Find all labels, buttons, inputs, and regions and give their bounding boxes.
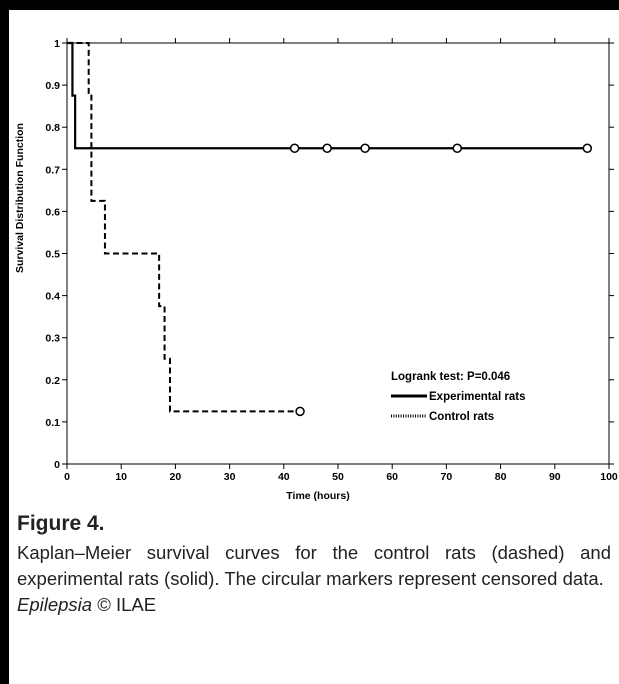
experimental-survival-line: [67, 41, 588, 150]
x-tick-label: 40: [278, 471, 290, 483]
x-tick-label: 100: [600, 471, 618, 483]
experimental-censor-marker: [322, 143, 332, 153]
journal-name: Epilepsia: [17, 594, 93, 615]
y-tick-label: 0.7: [45, 164, 60, 176]
journal-credit: Epilepsia © ILAE: [17, 592, 611, 618]
x-tick-label: 10: [115, 471, 127, 483]
y-axis-label: Survival Distribution Function: [14, 123, 26, 273]
copyright-notice: © ILAE: [97, 594, 157, 615]
figure-description: Kaplan–Meier survival curves for the con…: [17, 542, 611, 589]
x-axis-label: Time (hours): [286, 490, 349, 502]
x-tick-label: 20: [170, 471, 182, 483]
figure-title: Figure 4.: [17, 512, 105, 535]
experimental-censor-marker: [452, 143, 462, 153]
y-tick-label: 1: [54, 38, 60, 50]
image-border-left: [0, 0, 9, 684]
control-survival-line: [67, 42, 301, 413]
survival-chart: 0 10 20 30 40 50 60 70 80 90 100 0 0.1 0.2 0.3 0.4 0.5 0.…: [14, 38, 618, 502]
y-tick-label: 0: [54, 459, 60, 471]
x-tick-label: 50: [332, 471, 344, 483]
figure-caption: Figure 4. Kaplan–Meier survival curves f…: [17, 512, 611, 618]
x-tick-label: 30: [224, 471, 236, 483]
y-tick-label: 0.9: [45, 80, 60, 92]
y-tick-label: 0.8: [45, 122, 60, 134]
experimental-censor-marker: [289, 143, 300, 153]
experimental-censor-marker: [360, 143, 370, 153]
series-layer: [67, 41, 593, 417]
control-censor-marker: [295, 406, 305, 417]
x-tick-label: 80: [495, 471, 507, 483]
legend-label-control: Control rats: [429, 411, 494, 423]
x-tick-label: 60: [386, 471, 398, 483]
y-tick-label: 0.5: [45, 249, 60, 261]
experimental-censor-marker: [582, 143, 593, 153]
x-tick-label: 70: [441, 471, 453, 483]
y-tick-label: 0.1: [45, 417, 60, 429]
legend-label-experimental: Experimental rats: [429, 391, 526, 403]
y-tick-label: 0.2: [45, 375, 60, 387]
y-tick-label: 0.6: [45, 206, 60, 218]
logrank-annotation: Logrank test: P=0.046: [391, 371, 510, 383]
x-tick-label: 0: [64, 471, 70, 483]
plot-frame: [66, 42, 610, 465]
y-tick-label: 0.3: [45, 333, 60, 345]
x-tick-label: 90: [549, 471, 561, 483]
image-border-top: [0, 0, 619, 10]
y-tick-label: 0.4: [45, 291, 60, 303]
axes: 0 10 20 30 40 50 60 70 80 90 100 0 0.1 0.2 0.3 0.4 0.5 0.…: [45, 38, 618, 483]
